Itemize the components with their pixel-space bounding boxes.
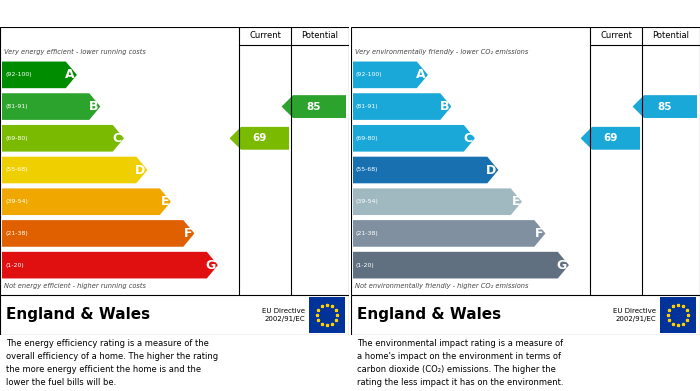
Text: D: D (486, 163, 496, 176)
Text: Potential: Potential (302, 32, 339, 41)
Polygon shape (2, 125, 124, 152)
Text: The environmental impact rating is a measure of
a home's impact on the environme: The environmental impact rating is a mea… (357, 339, 564, 387)
Polygon shape (281, 95, 346, 118)
Text: Potential: Potential (652, 32, 690, 41)
Polygon shape (353, 93, 452, 120)
Text: (69-80): (69-80) (356, 136, 379, 141)
Bar (309, 297, 345, 333)
Text: 85: 85 (657, 102, 672, 111)
Text: 85: 85 (307, 102, 321, 111)
Text: Very environmentally friendly - lower CO₂ emissions: Very environmentally friendly - lower CO… (355, 49, 528, 55)
Text: (39-54): (39-54) (5, 199, 28, 204)
Text: (92-100): (92-100) (356, 72, 383, 77)
Polygon shape (230, 127, 289, 150)
Text: G: G (556, 258, 567, 272)
Text: (39-54): (39-54) (356, 199, 379, 204)
Text: Very energy efficient - lower running costs: Very energy efficient - lower running co… (4, 49, 146, 55)
Text: F: F (184, 227, 192, 240)
Text: England & Wales: England & Wales (6, 307, 150, 323)
Text: EU Directive
2002/91/EC: EU Directive 2002/91/EC (262, 308, 305, 322)
Text: C: C (113, 132, 122, 145)
Text: (21-38): (21-38) (5, 231, 28, 236)
Bar (660, 297, 696, 333)
Text: Environmental Impact (CO₂) Rating: Environmental Impact (CO₂) Rating (356, 7, 589, 20)
Polygon shape (580, 127, 640, 150)
Polygon shape (353, 252, 569, 278)
Text: Not energy efficient - higher running costs: Not energy efficient - higher running co… (4, 283, 146, 289)
Text: (55-68): (55-68) (356, 167, 379, 172)
Text: E: E (160, 195, 169, 208)
Text: B: B (89, 100, 99, 113)
Text: The energy efficiency rating is a measure of the
overall efficiency of a home. T: The energy efficiency rating is a measur… (6, 339, 218, 387)
Polygon shape (2, 61, 77, 88)
Text: F: F (535, 227, 543, 240)
Text: (55-68): (55-68) (5, 167, 27, 172)
Polygon shape (353, 61, 428, 88)
Text: (21-38): (21-38) (356, 231, 379, 236)
Text: E: E (512, 195, 520, 208)
Text: (81-91): (81-91) (356, 104, 379, 109)
Text: Not environmentally friendly - higher CO₂ emissions: Not environmentally friendly - higher CO… (355, 283, 528, 289)
Text: Current: Current (249, 32, 281, 41)
Text: England & Wales: England & Wales (357, 307, 501, 323)
Polygon shape (2, 157, 148, 183)
Text: D: D (135, 163, 146, 176)
Polygon shape (353, 220, 545, 247)
Polygon shape (2, 188, 171, 215)
Text: (92-100): (92-100) (5, 72, 32, 77)
Text: A: A (416, 68, 426, 81)
Polygon shape (353, 125, 475, 152)
Polygon shape (353, 188, 522, 215)
Polygon shape (633, 95, 697, 118)
Text: G: G (206, 258, 216, 272)
Text: 69: 69 (603, 133, 617, 143)
Text: (81-91): (81-91) (5, 104, 27, 109)
Text: B: B (440, 100, 449, 113)
Text: EU Directive
2002/91/EC: EU Directive 2002/91/EC (613, 308, 656, 322)
Text: Energy Efficiency Rating: Energy Efficiency Rating (5, 7, 168, 20)
Text: (69-80): (69-80) (5, 136, 27, 141)
Polygon shape (2, 93, 100, 120)
Text: Current: Current (600, 32, 632, 41)
Text: C: C (464, 132, 473, 145)
Polygon shape (353, 157, 498, 183)
Text: A: A (65, 68, 75, 81)
Polygon shape (2, 220, 195, 247)
Text: (1-20): (1-20) (5, 263, 24, 268)
Text: (1-20): (1-20) (356, 263, 374, 268)
Polygon shape (2, 252, 218, 278)
Text: 69: 69 (252, 133, 267, 143)
